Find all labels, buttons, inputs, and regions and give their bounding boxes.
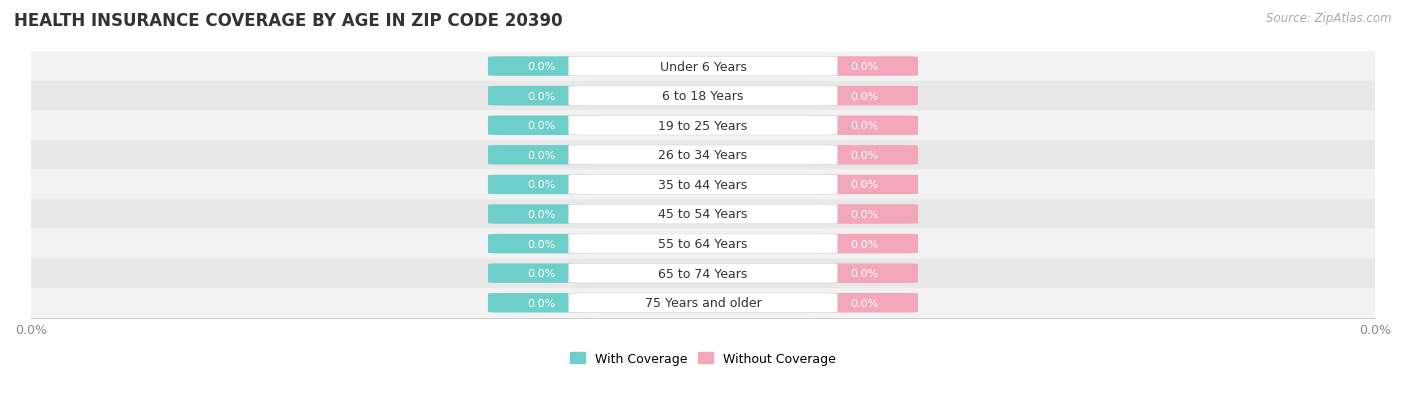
FancyBboxPatch shape [810, 293, 918, 313]
Text: HEALTH INSURANCE COVERAGE BY AGE IN ZIP CODE 20390: HEALTH INSURANCE COVERAGE BY AGE IN ZIP … [14, 12, 562, 30]
Text: 55 to 64 Years: 55 to 64 Years [658, 237, 748, 250]
FancyBboxPatch shape [810, 146, 918, 165]
FancyBboxPatch shape [568, 87, 838, 106]
Text: 0.0%: 0.0% [527, 298, 555, 308]
Text: 0.0%: 0.0% [851, 268, 879, 278]
FancyBboxPatch shape [568, 57, 838, 77]
Text: 0.0%: 0.0% [851, 180, 879, 190]
FancyBboxPatch shape [488, 293, 596, 313]
Text: 0.0%: 0.0% [527, 62, 555, 72]
Text: 0.0%: 0.0% [851, 239, 879, 249]
Text: 0.0%: 0.0% [851, 150, 879, 160]
FancyBboxPatch shape [810, 116, 918, 135]
Text: 35 to 44 Years: 35 to 44 Years [658, 178, 748, 192]
FancyBboxPatch shape [31, 200, 1375, 229]
Text: 0.0%: 0.0% [527, 180, 555, 190]
Text: 0.0%: 0.0% [851, 91, 879, 102]
Text: 0.0%: 0.0% [527, 121, 555, 131]
FancyBboxPatch shape [810, 234, 918, 254]
FancyBboxPatch shape [488, 146, 596, 165]
Text: 0.0%: 0.0% [851, 298, 879, 308]
FancyBboxPatch shape [810, 57, 918, 77]
FancyBboxPatch shape [488, 116, 596, 135]
Text: 19 to 25 Years: 19 to 25 Years [658, 119, 748, 133]
FancyBboxPatch shape [568, 116, 838, 135]
FancyBboxPatch shape [31, 52, 1375, 82]
Text: 0.0%: 0.0% [851, 121, 879, 131]
FancyBboxPatch shape [488, 264, 596, 283]
FancyBboxPatch shape [31, 111, 1375, 141]
FancyBboxPatch shape [31, 288, 1375, 318]
Text: 75 Years and older: 75 Years and older [644, 297, 762, 309]
FancyBboxPatch shape [31, 141, 1375, 170]
FancyBboxPatch shape [568, 293, 838, 313]
Text: 6 to 18 Years: 6 to 18 Years [662, 90, 744, 103]
FancyBboxPatch shape [568, 205, 838, 224]
Text: 26 to 34 Years: 26 to 34 Years [658, 149, 748, 162]
FancyBboxPatch shape [488, 205, 596, 224]
Text: 0.0%: 0.0% [527, 209, 555, 219]
Text: 45 to 54 Years: 45 to 54 Years [658, 208, 748, 221]
FancyBboxPatch shape [810, 205, 918, 224]
FancyBboxPatch shape [810, 264, 918, 283]
Text: Under 6 Years: Under 6 Years [659, 60, 747, 74]
FancyBboxPatch shape [810, 87, 918, 106]
FancyBboxPatch shape [488, 175, 596, 195]
FancyBboxPatch shape [488, 87, 596, 106]
FancyBboxPatch shape [31, 170, 1375, 200]
Text: 0.0%: 0.0% [527, 239, 555, 249]
FancyBboxPatch shape [31, 259, 1375, 288]
FancyBboxPatch shape [568, 234, 838, 254]
Text: 0.0%: 0.0% [527, 150, 555, 160]
FancyBboxPatch shape [488, 234, 596, 254]
FancyBboxPatch shape [568, 146, 838, 165]
FancyBboxPatch shape [488, 57, 596, 77]
Text: 0.0%: 0.0% [851, 209, 879, 219]
FancyBboxPatch shape [568, 175, 838, 195]
FancyBboxPatch shape [810, 175, 918, 195]
Text: 0.0%: 0.0% [851, 62, 879, 72]
FancyBboxPatch shape [31, 229, 1375, 259]
FancyBboxPatch shape [568, 264, 838, 283]
Text: Source: ZipAtlas.com: Source: ZipAtlas.com [1267, 12, 1392, 25]
Text: 65 to 74 Years: 65 to 74 Years [658, 267, 748, 280]
FancyBboxPatch shape [31, 82, 1375, 111]
Text: 0.0%: 0.0% [527, 268, 555, 278]
Legend: With Coverage, Without Coverage: With Coverage, Without Coverage [565, 347, 841, 370]
Text: 0.0%: 0.0% [527, 91, 555, 102]
